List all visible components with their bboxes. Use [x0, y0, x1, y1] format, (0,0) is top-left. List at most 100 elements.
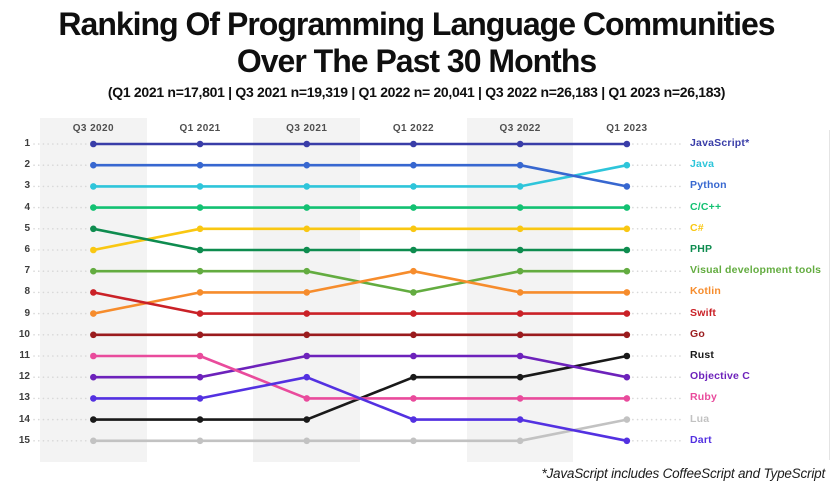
data-point-visual-development-tools [303, 267, 311, 275]
data-point-rust [516, 373, 524, 381]
data-point-python [196, 161, 204, 169]
data-point-lua [90, 437, 97, 445]
data-point-python [623, 183, 631, 190]
data-point-java [90, 183, 97, 190]
series-line-c [92, 227, 629, 252]
data-point-python [303, 161, 311, 169]
data-point-objective-c [196, 373, 204, 381]
data-point-dart [410, 416, 417, 423]
data-point-kotlin [90, 310, 97, 317]
data-point-php [410, 246, 417, 254]
footnote: *JavaScript includes CoffeeScript and Ty… [541, 466, 825, 481]
data-point-ruby [196, 352, 204, 360]
legend-item-objective-c: Objective C [690, 370, 750, 383]
legend-item-go: Go [690, 327, 705, 340]
data-point-go [516, 331, 524, 339]
data-point-go [623, 331, 631, 339]
data-point-go [90, 331, 97, 339]
data-point-kotlin [303, 289, 311, 296]
data-point-ruby [516, 395, 524, 402]
data-point-javascript [623, 140, 631, 148]
data-point-javascript [303, 140, 311, 148]
data-point-java [516, 183, 524, 190]
legend-item-c: C# [690, 221, 704, 234]
legend-item-lua: Lua [690, 412, 710, 425]
rank-label-7: 7 [24, 265, 30, 277]
legend-item-rust: Rust [690, 349, 715, 361]
series-line-rust [92, 354, 629, 421]
legend-item-dart: Dart [690, 433, 712, 446]
data-point-c-c [303, 204, 311, 211]
data-point-swift [196, 310, 204, 317]
data-point-java [303, 183, 311, 190]
data-point-kotlin [196, 289, 204, 296]
column-header-q3-2021: Q3 2021 [286, 123, 328, 134]
data-point-dart [90, 395, 97, 402]
column-header-q3-2020: Q3 2020 [72, 123, 114, 134]
legend-item-python: Python [690, 179, 727, 192]
data-point-php [90, 225, 97, 233]
rank-label-6: 6 [24, 244, 30, 255]
rank-label-5: 5 [24, 222, 30, 234]
data-point-javascript [90, 140, 97, 148]
data-point-visual-development-tools [410, 289, 417, 296]
chart-title: Ranking Of Programming Language Communit… [0, 6, 833, 80]
data-point-rust [410, 373, 417, 381]
data-point-go [196, 331, 204, 339]
data-point-rust [623, 352, 631, 360]
data-point-rust [90, 416, 97, 423]
series-line-swift [92, 291, 629, 315]
legend-item-java: Java [690, 158, 715, 171]
data-point-lua [303, 437, 311, 445]
data-point-objective-c [516, 352, 524, 360]
data-point-rust [303, 416, 311, 423]
data-point-python [516, 161, 524, 169]
data-point-objective-c [410, 352, 417, 360]
column-header-q1-2022: Q1 2022 [392, 123, 435, 134]
data-point-java [623, 161, 631, 169]
data-point-c-c [516, 204, 524, 211]
rank-label-2: 2 [24, 159, 30, 171]
chart-title-line2: Over The Past 30 Months [236, 43, 597, 79]
data-point-dart [196, 395, 204, 402]
chart-title-line1: Ranking Of Programming Language Communit… [58, 6, 775, 42]
series-line-php [92, 227, 629, 252]
data-point-visual-development-tools [516, 267, 524, 275]
series-line-lua [92, 418, 629, 443]
data-point-lua [196, 437, 204, 445]
data-point-c-c [90, 204, 97, 211]
data-point-dart [623, 437, 631, 445]
data-point-c-c [623, 204, 631, 211]
data-point-go [303, 331, 311, 339]
data-point-python [90, 161, 97, 169]
rank-label-9: 9 [24, 307, 30, 319]
series-line-dart [92, 375, 629, 443]
data-point-c [410, 225, 417, 233]
data-point-php [623, 246, 631, 254]
data-point-lua [623, 416, 631, 423]
data-point-java [196, 183, 204, 190]
rank-label-4: 4 [24, 201, 30, 213]
data-point-kotlin [410, 267, 417, 275]
rank-label-13: 13 [18, 392, 30, 404]
data-point-swift [410, 310, 417, 317]
data-point-ruby [623, 395, 631, 402]
legend-item-ruby: Ruby [690, 391, 718, 404]
legend-item-javascript: JavaScript* [690, 137, 750, 149]
rank-label-10: 10 [18, 328, 30, 340]
data-point-c [303, 225, 311, 233]
data-point-python [410, 161, 417, 169]
series-line-java [92, 163, 629, 188]
data-point-swift [90, 289, 97, 296]
legend-item-php: PHP [690, 243, 713, 255]
legend-item-swift: Swift [690, 306, 717, 319]
data-point-swift [623, 310, 631, 317]
data-point-swift [303, 310, 311, 317]
data-point-c [196, 225, 204, 233]
data-point-objective-c [303, 352, 311, 360]
rank-label-8: 8 [24, 286, 30, 298]
series-line-objective-c [92, 354, 629, 379]
data-point-lua [410, 437, 417, 445]
